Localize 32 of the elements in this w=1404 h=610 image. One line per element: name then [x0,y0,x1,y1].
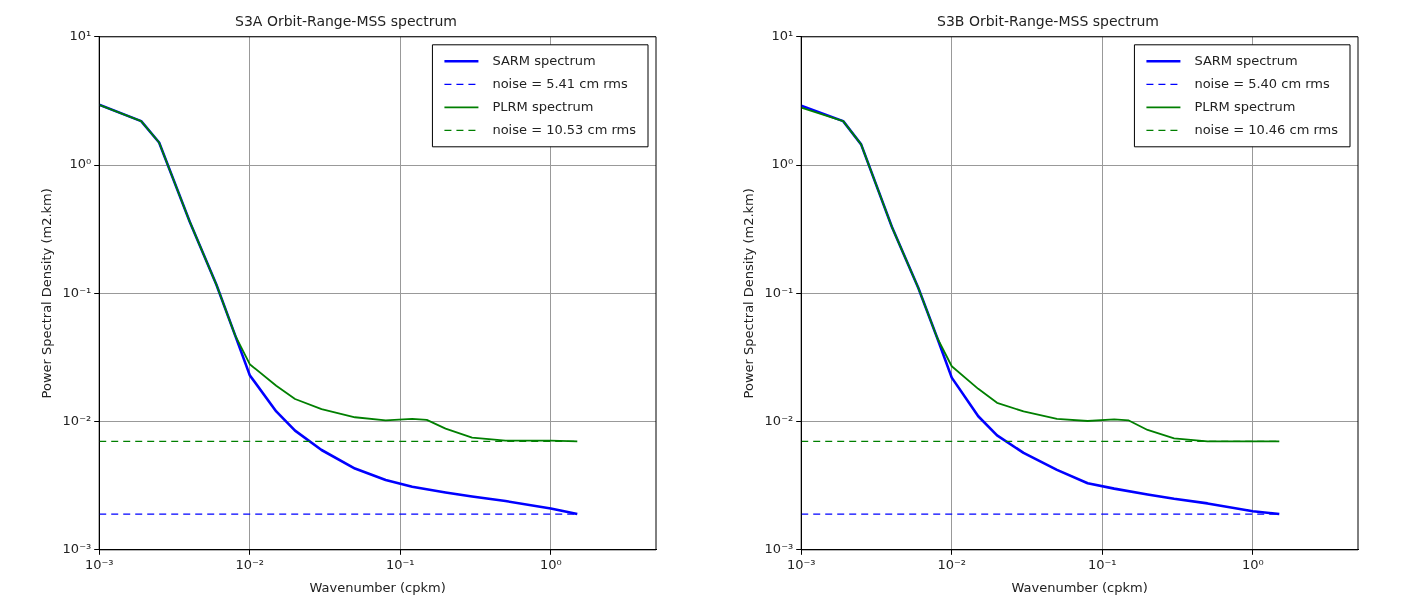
y-axis-title: Power Spectral Density (m2.km) [741,188,757,399]
legend-label: noise = 5.41 cm rms [492,75,628,91]
x-tick-label: 10⁻² [937,556,967,572]
x-tick-label: 10⁻¹ [1087,556,1117,572]
x-axis-title: Wavenumber (cpkm) [309,579,446,595]
legend-label: noise = 5.40 cm rms [1194,75,1330,91]
x-tick-label: 10⁰ [539,556,562,572]
y-tick-label: 10⁰ [771,156,794,172]
x-tick-label: 10⁻³ [786,556,816,572]
y-tick-label: 10¹ [771,28,794,44]
chart-title: S3B Orbit-Range-MSS spectrum [937,13,1159,30]
legend-label: noise = 10.46 cm rms [1194,121,1339,137]
y-tick-label: 10⁻² [62,412,92,428]
y-tick-label: 10¹ [69,28,92,44]
x-tick-label: 10⁰ [1241,556,1264,572]
y-tick-label: 10⁻² [764,412,794,428]
y-tick-label: 10⁻¹ [62,284,92,300]
x-tick-label: 10⁻² [235,556,265,572]
legend-label: SARM spectrum [1194,52,1298,68]
y-axis-title: Power Spectral Density (m2.km) [39,188,55,399]
x-tick-label: 10⁻³ [84,556,114,572]
x-tick-label: 10⁻¹ [385,556,415,572]
legend-label: PLRM spectrum [492,98,594,114]
legend-label: PLRM spectrum [1194,98,1296,114]
y-tick-label: 10⁻³ [62,541,92,557]
y-tick-label: 10⁻¹ [764,284,794,300]
legend-label: noise = 10.53 cm rms [492,121,637,137]
x-axis-title: Wavenumber (cpkm) [1011,579,1148,595]
y-tick-label: 10⁻³ [764,541,794,557]
legend-label: SARM spectrum [492,52,596,68]
y-tick-label: 10⁰ [69,156,92,172]
chart-title: S3A Orbit-Range-MSS spectrum [235,13,457,30]
